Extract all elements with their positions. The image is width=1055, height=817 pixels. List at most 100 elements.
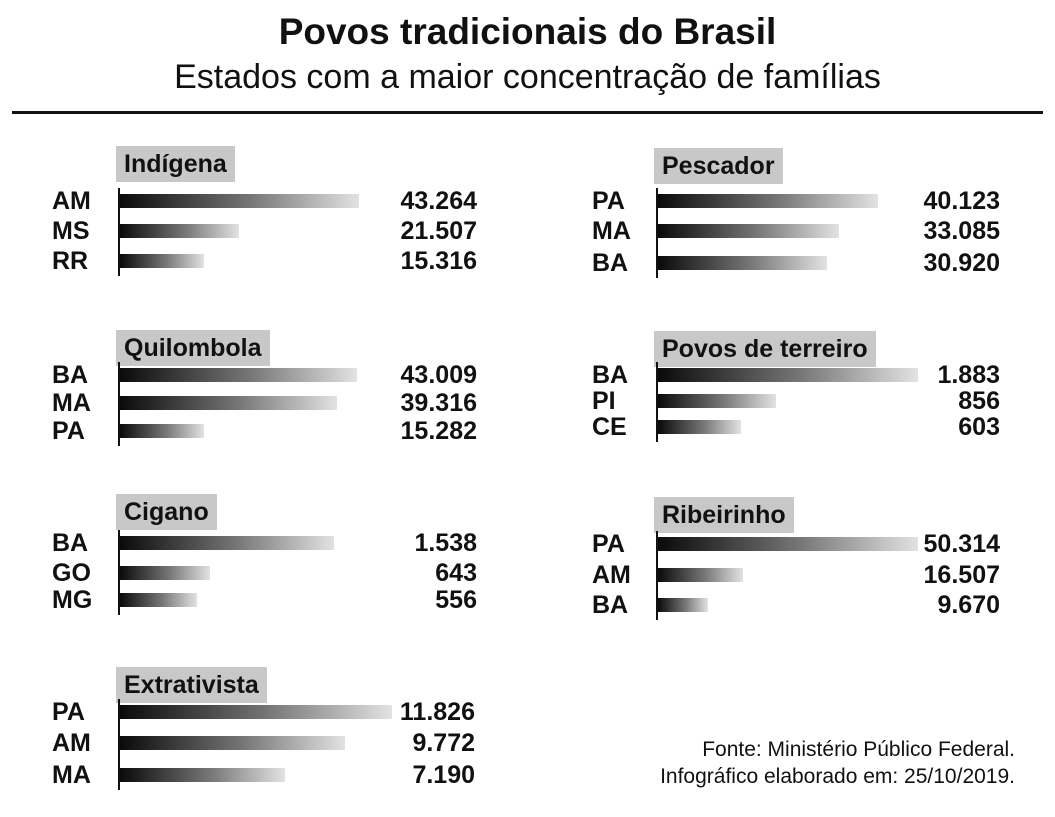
state-label: AM bbox=[592, 561, 631, 589]
panel-indígena: Indígena AM 43.264 MS 21.507 RR 15.316 bbox=[52, 146, 522, 296]
state-label: CE bbox=[592, 413, 627, 441]
state-label: PI bbox=[592, 387, 616, 415]
bar-row: MS 21.507 bbox=[52, 216, 522, 246]
source-text: Fonte: Ministério Público Federal. bbox=[702, 738, 1015, 761]
value-label: 15.316 bbox=[400, 247, 477, 275]
bar bbox=[658, 598, 708, 612]
bar bbox=[120, 768, 285, 782]
value-label: 603 bbox=[958, 413, 1000, 441]
state-label: PA bbox=[592, 530, 625, 558]
state-label: BA bbox=[592, 249, 629, 277]
value-label: 43.264 bbox=[400, 187, 477, 215]
value-label: 43.009 bbox=[400, 361, 477, 389]
state-label: GO bbox=[52, 559, 91, 587]
value-label: 9.772 bbox=[412, 729, 475, 757]
state-label: PA bbox=[52, 698, 85, 726]
bar bbox=[120, 566, 210, 580]
bar-row: MG 556 bbox=[52, 585, 522, 615]
bar bbox=[658, 394, 776, 408]
bar-row: AM 16.507 bbox=[592, 560, 1055, 590]
bar-axis bbox=[118, 699, 120, 790]
bar-row: BA 43.009 bbox=[52, 360, 522, 390]
bar bbox=[120, 536, 334, 550]
bar-row: BA 1.538 bbox=[52, 528, 522, 558]
value-label: 7.190 bbox=[412, 761, 475, 789]
panel-ribeirinho: Ribeirinho PA 50.314 AM 16.507 BA 9.670 bbox=[592, 497, 1055, 647]
bar bbox=[658, 420, 741, 434]
bar-row: GO 643 bbox=[52, 558, 522, 588]
bar bbox=[120, 736, 345, 750]
bar bbox=[658, 368, 918, 382]
bar-axis bbox=[656, 362, 658, 442]
category-label: Cigano bbox=[116, 494, 217, 530]
bar bbox=[120, 368, 357, 382]
bar bbox=[120, 705, 392, 719]
bar-row: MA 39.316 bbox=[52, 388, 522, 418]
panel-quilombola: Quilombola BA 43.009 MA 39.316 PA 15.282 bbox=[52, 330, 522, 480]
title-divider bbox=[12, 111, 1043, 114]
bar bbox=[658, 537, 918, 551]
bar-axis bbox=[118, 362, 120, 446]
value-label: 15.282 bbox=[400, 417, 477, 445]
bar-axis bbox=[118, 188, 120, 276]
state-label: MS bbox=[52, 217, 90, 245]
state-label: BA bbox=[52, 529, 89, 557]
bar-row: RR 15.316 bbox=[52, 246, 522, 276]
bar bbox=[120, 396, 337, 410]
state-label: MG bbox=[52, 586, 93, 614]
bar-row: BA 1.883 bbox=[592, 360, 1055, 390]
value-label: 1.883 bbox=[937, 361, 1000, 389]
value-label: 16.507 bbox=[923, 561, 1000, 589]
value-label: 856 bbox=[958, 387, 1000, 415]
category-label: Extrativista bbox=[116, 667, 267, 703]
state-label: BA bbox=[592, 591, 629, 619]
state-label: BA bbox=[592, 361, 629, 389]
value-label: 556 bbox=[435, 586, 477, 614]
value-label: 643 bbox=[435, 559, 477, 587]
value-label: 21.507 bbox=[400, 217, 477, 245]
chart-title: Povos tradicionais do Brasil bbox=[278, 11, 777, 52]
bar-axis bbox=[656, 531, 658, 620]
bar-row: PA 40.123 bbox=[592, 186, 1055, 216]
bar-axis bbox=[118, 530, 120, 615]
bar-row: PA 50.314 bbox=[592, 529, 1055, 559]
category-label: Indígena bbox=[116, 146, 235, 182]
bar bbox=[120, 424, 204, 438]
state-label: AM bbox=[52, 729, 91, 757]
category-label: Pescador bbox=[654, 148, 783, 184]
panel-pescador: Pescador PA 40.123 MA 33.085 BA 30.920 bbox=[592, 148, 1055, 298]
bar-row: PA 11.826 bbox=[52, 697, 522, 727]
value-label: 39.316 bbox=[400, 389, 477, 417]
state-label: RR bbox=[52, 247, 89, 275]
panel-extrativista: Extrativista PA 11.826 AM 9.772 MA 7.190 bbox=[52, 667, 522, 817]
bar-row: AM 43.264 bbox=[52, 186, 522, 216]
state-label: MA bbox=[52, 389, 91, 417]
category-label: Quilombola bbox=[116, 330, 270, 366]
bar-row: PA 15.282 bbox=[52, 416, 522, 446]
state-label: MA bbox=[592, 217, 631, 245]
category-label: Povos de terreiro bbox=[654, 331, 876, 367]
value-label: 33.085 bbox=[923, 217, 1000, 245]
bar bbox=[120, 593, 197, 607]
bar-row: PI 856 bbox=[592, 386, 1055, 416]
bar-row: AM 9.772 bbox=[52, 728, 522, 758]
bar bbox=[658, 256, 827, 270]
state-label: AM bbox=[52, 187, 91, 215]
category-label: Ribeirinho bbox=[654, 497, 794, 533]
bar bbox=[658, 194, 878, 208]
chart-subtitle: Estados com a maior concentração de famí… bbox=[174, 58, 881, 96]
bar bbox=[120, 224, 239, 238]
bar bbox=[120, 254, 204, 268]
panel-cigano: Cigano BA 1.538 GO 643 MG 556 bbox=[52, 494, 522, 644]
value-label: 1.538 bbox=[414, 529, 477, 557]
bar bbox=[658, 568, 743, 582]
bar-row: CE 603 bbox=[592, 412, 1055, 442]
value-label: 30.920 bbox=[923, 249, 1000, 277]
bar bbox=[658, 224, 839, 238]
panel-povos-de-terreiro: Povos de terreiro BA 1.883 PI 856 CE 603 bbox=[592, 331, 1055, 481]
bar bbox=[120, 194, 359, 208]
state-label: PA bbox=[592, 187, 625, 215]
bar-axis bbox=[656, 188, 658, 278]
state-label: MA bbox=[52, 761, 91, 789]
